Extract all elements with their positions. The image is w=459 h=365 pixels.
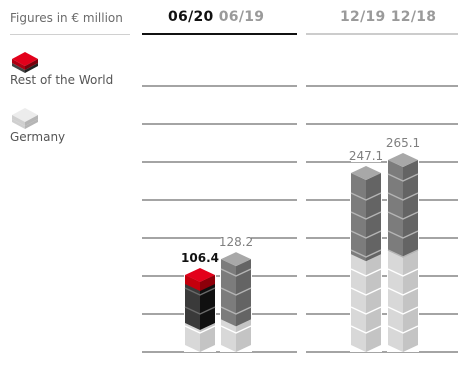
bar-segment-rest-of-world [388,160,418,258]
bar-12-18 [387,153,419,352]
bar-06-20 [184,267,216,352]
bar-12-19 [350,166,382,352]
units-divider [10,34,130,35]
group-header-full-year: 12/19 12/18 [340,9,436,25]
bar-segment-germany [351,254,381,352]
header-current-period: 06/20 [168,9,214,25]
data-label-12-18: 265.1 [386,136,420,150]
legend-rest-of-world [10,50,40,80]
data-label-06-19: 128.2 [219,235,253,249]
header-previous-year: 12/18 [390,9,437,25]
bar-top-face [185,267,215,282]
legend-rest-of-world-icon [12,52,38,73]
legend-germany-label: Germany [10,130,66,144]
bar-top-face [221,252,251,267]
units-label: Figures in € million [10,11,123,25]
bar-06-19 [220,252,252,352]
legend-rest-of-world-label: Rest of the World [10,73,114,87]
group-header-half-year: 06/20 06/19 [168,9,264,25]
legend-germany-icon [12,108,38,129]
group-header-rule-full-year [306,33,458,35]
bar-segment-rest-of-world [185,274,215,331]
bar-top-face [388,153,418,167]
legend-germany [10,106,40,136]
data-label-12-19: 247.1 [349,149,383,163]
group-header-rule-half-year [142,33,297,35]
bar-segment-rest-of-world [351,173,381,262]
bar-segment-germany [185,323,215,352]
bar-segment-rest-of-world [221,259,251,327]
bar-segment-germany [388,250,418,352]
data-label-06-20: 106.4 [181,251,219,265]
header-previous-period: 06/19 [218,9,265,25]
bar-top-face [351,166,381,181]
header-current-year: 12/19 [340,9,386,25]
